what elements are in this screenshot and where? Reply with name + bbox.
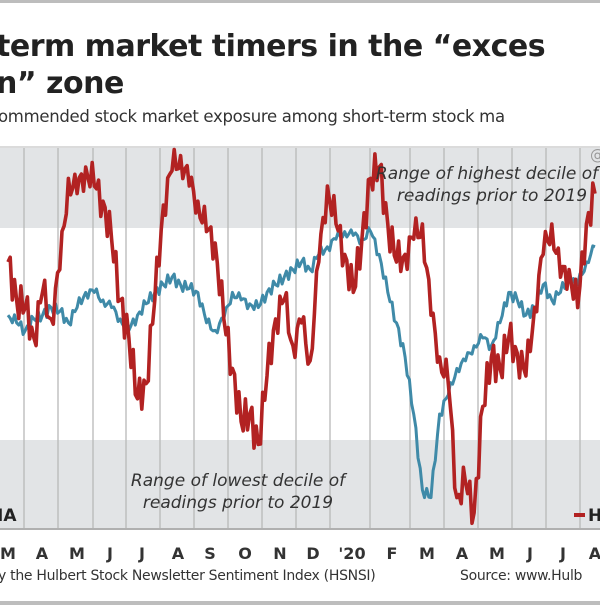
top-border (0, 0, 600, 3)
x-tick-label: M (69, 544, 85, 563)
title-line-2: n” zone (0, 66, 124, 101)
x-tick-label: F (387, 544, 398, 563)
x-tick-label: J (138, 544, 145, 563)
highest-band-label-2: readings prior to 2019 (397, 186, 587, 206)
x-tick-label: J (526, 544, 533, 563)
footer-source: Source: www.Hulb (460, 568, 583, 584)
chart-title: term market timers in the “exces n” zone (0, 28, 546, 102)
x-tick-label: A (456, 544, 469, 563)
lowest-band-label-1: Range of lowest decile of (131, 471, 348, 491)
x-tick-label: '20 (338, 544, 365, 563)
lowest-decile-band (0, 440, 600, 528)
x-tick-label: O (238, 544, 252, 563)
title-line-1: term market timers in the “exces (0, 29, 546, 64)
x-tick-label: M (419, 544, 435, 563)
x-tick-label: A (36, 544, 49, 563)
x-tick-label: M (0, 544, 16, 563)
bottom-border (0, 601, 600, 605)
x-tick-label: S (204, 544, 216, 563)
footer-left: y the Hulbert Stock Newsletter Sentiment… (0, 568, 376, 584)
x-tick-label: N (273, 544, 286, 563)
chart-subtitle: ommended stock market exposure among sho… (0, 107, 505, 126)
x-tick-labels: M A M J J A S O N D '20 F M A M J J A (0, 544, 600, 563)
series-group (6, 147, 597, 526)
x-tick-label: M (489, 544, 505, 563)
legend-hsnsi-label: H (588, 506, 600, 526)
x-tick-label: J (559, 544, 566, 563)
highest-band-label-1: Range of highest decile of (376, 164, 600, 184)
x-tick-label: J (106, 544, 113, 563)
x-tick-label: A (589, 544, 600, 563)
watermark-text: @ (590, 146, 600, 164)
x-tick-label: A (172, 544, 185, 563)
lowest-band-label-2: readings prior to 2019 (143, 493, 333, 513)
legend-djia-label: IA (0, 506, 17, 526)
x-tick-label: D (306, 544, 319, 563)
